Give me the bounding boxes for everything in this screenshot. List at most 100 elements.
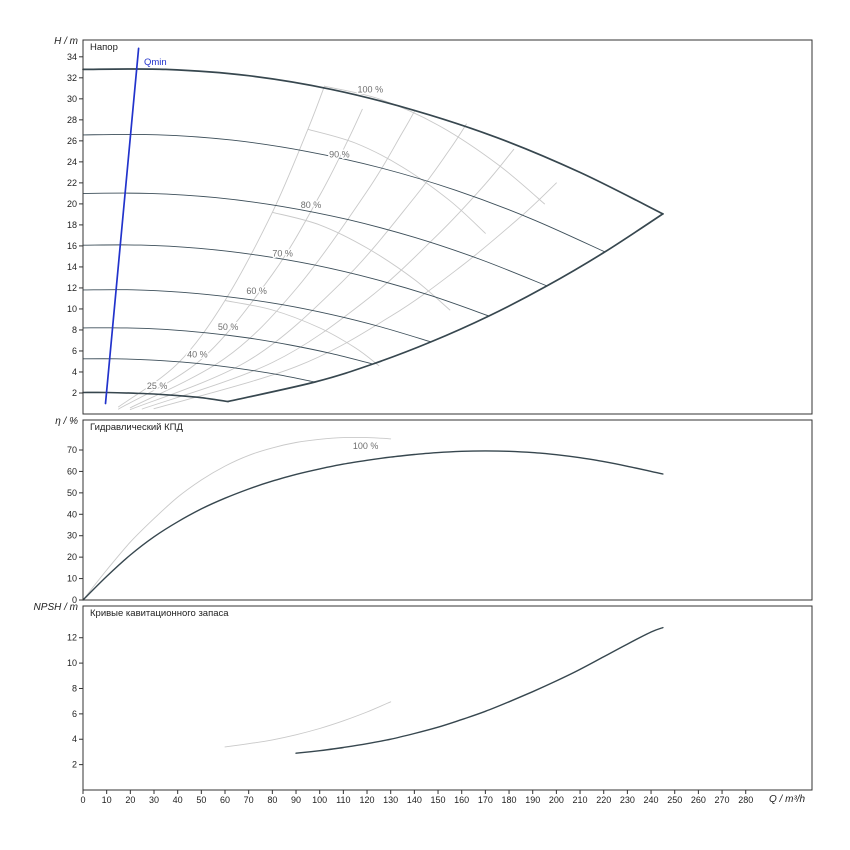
- npsh-axis-title: NPSH / m: [33, 602, 78, 613]
- x-tick-label: 50: [196, 795, 206, 805]
- envelope-max-flow-boundary: [227, 213, 664, 403]
- y-tick-label: 14: [67, 262, 77, 272]
- x-axis-title: Q / m³/h: [769, 794, 806, 805]
- y-tick-label: 30: [67, 531, 77, 541]
- curve-label-head: 40 %: [187, 349, 208, 359]
- y-tick-label: 2: [72, 388, 77, 398]
- iso-efficiency-line-7: [323, 85, 545, 205]
- y-tick-label: 8: [72, 683, 77, 693]
- y-tick-label: 70: [67, 445, 77, 455]
- y-tick-label: 20: [67, 199, 77, 209]
- npsh-panel-title: Кривые кавитационного запаса: [90, 608, 229, 619]
- head-axis-title: H / m: [54, 36, 78, 47]
- panel-border-npsh: [82, 605, 813, 791]
- curve-label-head: 25 %: [147, 381, 168, 391]
- x-tick-label: 260: [691, 795, 706, 805]
- x-tick-label: 190: [525, 795, 540, 805]
- y-tick-label: 8: [72, 325, 77, 335]
- x-tick-label: 110: [336, 795, 350, 805]
- x-tick-label: 210: [573, 795, 588, 805]
- y-tick-label: 34: [67, 52, 77, 62]
- efficiency-curve-reference: [82, 436, 392, 601]
- x-tick-label: 240: [644, 795, 659, 805]
- qmin-line: [104, 47, 140, 405]
- curve-speed-100-envelope-top: [82, 68, 664, 215]
- x-tick-label: 280: [738, 795, 753, 805]
- y-tick-label: 32: [67, 73, 77, 83]
- panel-border-efficiency: [82, 419, 813, 601]
- npsh-curve-reference: [224, 701, 392, 748]
- x-tick-label: 80: [267, 795, 277, 805]
- y-tick-label: 28: [67, 115, 77, 125]
- y-tick-label: 18: [67, 220, 77, 230]
- iso-efficiency-line-6: [153, 182, 557, 410]
- y-tick-label: 22: [67, 178, 77, 188]
- curve-speed-40: [82, 358, 316, 383]
- efficiency-axis-title: η / %: [55, 416, 78, 427]
- y-tick-label: 30: [67, 94, 77, 104]
- x-tick-label: 150: [431, 795, 446, 805]
- x-tick-label: 70: [244, 795, 254, 805]
- x-tick-label: 100: [312, 795, 327, 805]
- x-tick-label: 270: [715, 795, 730, 805]
- y-tick-label: 10: [67, 574, 77, 584]
- x-tick-label: 230: [620, 795, 635, 805]
- y-tick-label: 20: [67, 552, 77, 562]
- panel-curves-npsh: [224, 626, 664, 754]
- iso-efficiency-line-9: [271, 211, 451, 311]
- panel-curves-head: [82, 47, 664, 411]
- qmin-label: Qmin: [144, 57, 167, 68]
- iso-efficiency-line-10: [224, 300, 380, 367]
- x-tick-label: 40: [173, 795, 183, 805]
- y-tick-label: 10: [67, 304, 77, 314]
- panel-curves-efficiency: [82, 436, 664, 601]
- curve-speed-60: [82, 289, 432, 343]
- panel-border-head: [82, 39, 813, 415]
- y-tick-label: 6: [72, 346, 77, 356]
- curve-label-efficiency: 100 %: [353, 441, 379, 451]
- y-tick-label: 40: [67, 509, 77, 519]
- y-tick-label: 16: [67, 241, 77, 251]
- y-tick-label: 26: [67, 136, 77, 146]
- x-tick-label: 170: [478, 795, 493, 805]
- y-tick-label: 10: [67, 658, 77, 668]
- y-tick-label: 6: [72, 709, 77, 719]
- y-tick-label: 4: [72, 734, 77, 744]
- curve-label-head: 60 %: [246, 286, 267, 296]
- iso-efficiency-line-5: [141, 148, 515, 410]
- x-tick-label: 250: [667, 795, 682, 805]
- iso-efficiency-line-8: [307, 128, 486, 234]
- x-tick-label: 60: [220, 795, 230, 805]
- x-tick-label: 130: [383, 795, 398, 805]
- y-tick-label: 12: [67, 633, 77, 643]
- curve-label-head: 90 %: [329, 150, 350, 160]
- iso-efficiency-line-3: [129, 110, 415, 409]
- x-tick-label: 180: [502, 795, 517, 805]
- y-tick-label: 0: [72, 595, 77, 605]
- curve-speed-50: [82, 327, 374, 365]
- x-tick-label: 120: [360, 795, 375, 805]
- curve-speed-90: [82, 133, 606, 253]
- curve-speed-70: [82, 244, 490, 317]
- curve-label-head: 50 %: [218, 322, 239, 332]
- x-tick-label: 0: [80, 795, 85, 805]
- x-tick-label: 160: [454, 795, 469, 805]
- y-tick-label: 50: [67, 488, 77, 498]
- y-tick-label: 2: [72, 760, 77, 770]
- curve-label-head: 70 %: [272, 248, 293, 258]
- x-tick-label: 10: [102, 795, 112, 805]
- x-tick-label: 90: [291, 795, 301, 805]
- y-tick-label: 12: [67, 283, 77, 293]
- iso-efficiency-line-4: [129, 123, 467, 411]
- y-tick-label: 24: [67, 157, 77, 167]
- x-tick-label: 30: [149, 795, 159, 805]
- x-tick-label: 220: [596, 795, 611, 805]
- efficiency-panel-title: Гидравлический КПД: [90, 422, 183, 433]
- curve-speed-80: [82, 192, 548, 287]
- efficiency-curve-100: [82, 450, 664, 601]
- curve-label-head: 100 %: [358, 85, 384, 95]
- iso-efficiency-line-2: [118, 108, 363, 410]
- x-tick-label: 20: [125, 795, 135, 805]
